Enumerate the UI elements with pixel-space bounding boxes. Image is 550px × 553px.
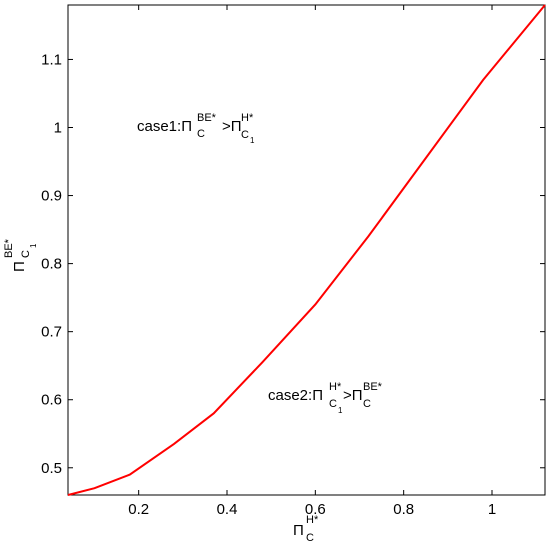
annotation-sub: C: [329, 398, 337, 410]
y-tick-label: 1.1: [41, 51, 62, 68]
annotation-subsub: 1: [250, 136, 255, 145]
annotation-sub: C: [241, 129, 249, 141]
y-tick-label: 0.5: [41, 460, 62, 477]
x-tick-label: 0.2: [128, 501, 149, 518]
y-tick-label: 0.6: [41, 392, 62, 409]
y-label-sup: BE*: [3, 238, 15, 258]
y-label-text: Π: [11, 261, 28, 272]
y-tick-label: 1: [54, 120, 62, 137]
y-tick-label: 0.9: [41, 188, 62, 205]
x-tick-label: 0.8: [393, 501, 414, 518]
annotation: case1:Π BE* C >Π H* C 1: [137, 112, 255, 145]
annotation-text: case1:Π: [137, 118, 192, 135]
x-axis-label: Π H* C: [293, 514, 319, 544]
x-tick-label: 0.4: [217, 501, 238, 518]
annotation-sub: C: [197, 128, 205, 140]
annotation-subsub: 1: [338, 406, 343, 415]
plot-frame: [67, 4, 546, 496]
y-axis-label: Π BE* C 1: [3, 238, 38, 272]
annotation-sup: BE*: [363, 381, 383, 393]
data-line: [67, 4, 546, 496]
annotation-sup: H*: [241, 112, 254, 124]
y-tick-label: 0.7: [41, 324, 62, 341]
annotation: case2:Π H* C 1 >Π BE* C: [268, 381, 383, 415]
annotation-sup: BE*: [197, 112, 217, 124]
annotation-text: >Π: [343, 387, 363, 404]
annotation-text: case2:Π: [268, 387, 323, 404]
annotation-text: >Π: [222, 118, 242, 135]
x-label-sub: C: [306, 532, 314, 544]
x-tick-label: 1: [488, 501, 496, 518]
x-label-sup: H*: [306, 514, 319, 526]
y-label-sub: C: [20, 250, 32, 258]
y-label-subsub: 1: [29, 243, 38, 248]
y-tick-label: 0.8: [41, 256, 62, 273]
annotation-sub: C: [363, 398, 371, 410]
x-label-text: Π: [293, 522, 304, 539]
x-tick-label: 0.6: [305, 501, 326, 518]
annotation-sup: H*: [329, 381, 342, 393]
